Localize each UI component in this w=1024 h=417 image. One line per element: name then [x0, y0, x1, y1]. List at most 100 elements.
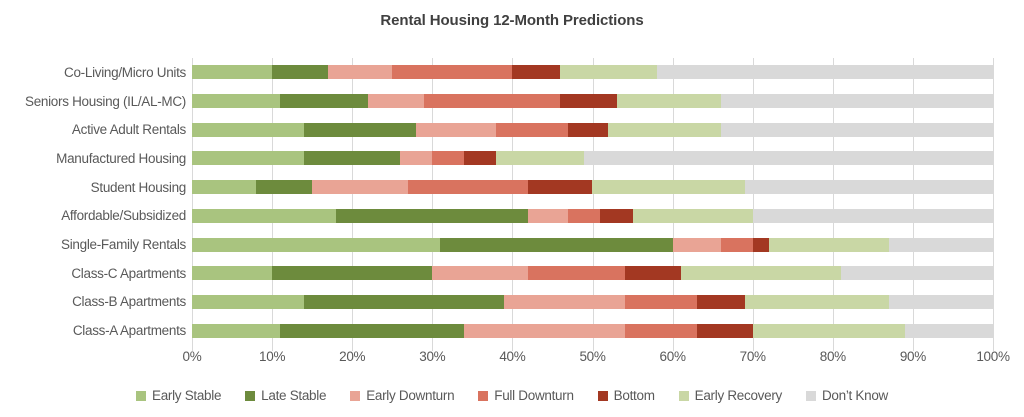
x-axis-label: 80%	[819, 349, 846, 364]
bar-segment	[584, 151, 993, 166]
bar-segment	[440, 237, 673, 252]
legend-item: Full Downturn	[478, 388, 574, 403]
legend-swatch-icon	[350, 390, 361, 401]
bar-segment	[312, 180, 409, 195]
legend-label: Early Recovery	[694, 388, 783, 403]
bar-segment	[752, 208, 993, 223]
bar-segment	[672, 237, 721, 252]
y-axis-label: Student Housing	[90, 179, 187, 195]
bar-segment	[416, 122, 497, 137]
stacked-bar	[192, 65, 993, 80]
x-axis-label: 50%	[579, 349, 606, 364]
bar-segment	[592, 180, 745, 195]
bar-segment	[752, 323, 905, 338]
bar-segment	[744, 180, 993, 195]
bar-segment	[192, 180, 257, 195]
bar-segment	[408, 180, 529, 195]
stacked-bar	[192, 94, 993, 109]
gridlines	[192, 58, 994, 351]
bar-segment	[744, 294, 889, 309]
bar-segment	[528, 266, 625, 281]
stacked-bar	[192, 237, 993, 252]
bar-segment	[888, 294, 993, 309]
bar-segment	[568, 122, 609, 137]
bar-row	[192, 202, 993, 231]
legend-label: Early Stable	[151, 388, 222, 403]
bar-segment	[624, 323, 697, 338]
bar-segment	[680, 266, 841, 281]
gridline	[592, 58, 594, 351]
gridline	[512, 58, 514, 351]
bar-segment	[192, 65, 273, 80]
bar-segment	[888, 237, 993, 252]
bar-row	[192, 87, 993, 116]
bar-segment	[656, 65, 993, 80]
bar-row	[192, 316, 993, 345]
x-axis-label: 0%	[182, 349, 202, 364]
bar-segment	[432, 266, 529, 281]
x-axis-labels: 0% 10% 20% 30% 40% 50% 60% 70% 80% 90% 100%	[0, 349, 1024, 365]
bar-segment	[304, 151, 401, 166]
gridline	[832, 58, 834, 351]
bar-segment	[272, 65, 329, 80]
bar-segment	[192, 294, 305, 309]
bar-segment	[256, 180, 313, 195]
bar-segment	[272, 266, 433, 281]
legend-item: Don’t Know	[805, 388, 888, 403]
bar-segment	[496, 122, 569, 137]
bar-segment	[336, 208, 529, 223]
bar-segment	[560, 94, 617, 109]
stacked-bar	[192, 180, 993, 195]
y-axis-label: Class-B Apartments	[72, 294, 186, 310]
bar-segment	[560, 65, 657, 80]
gridline	[192, 58, 193, 351]
bar-segment	[696, 323, 753, 338]
stacked-bar	[192, 208, 993, 223]
bar-segment	[768, 237, 889, 252]
y-axis-label: Active Adult Rentals	[71, 122, 186, 138]
bar-row	[192, 288, 993, 317]
legend-swatch-icon	[478, 390, 489, 401]
bar-segment	[464, 323, 625, 338]
stacked-bar	[192, 294, 993, 309]
bar-segment	[568, 208, 601, 223]
bar-segment	[192, 151, 305, 166]
y-axis-label: Class-A Apartments	[72, 323, 186, 339]
gridline	[912, 58, 914, 351]
legend: Early Stable Late Stable Early Downturn Ful…	[0, 388, 1024, 403]
bar-segment	[192, 208, 337, 223]
bar-segment	[368, 94, 425, 109]
bar-segment	[192, 94, 281, 109]
bar-segment	[624, 266, 681, 281]
y-axis-label: Class-C Apartments	[71, 265, 186, 281]
y-axis-label: Affordable/Subsidized	[61, 208, 186, 224]
bar-segment	[504, 294, 625, 309]
legend-label: Bottom	[613, 388, 655, 403]
legend-swatch-icon	[805, 390, 816, 401]
legend-swatch-icon	[245, 390, 256, 401]
y-axis-labels: Co-Living/Micro Units Seniors Housing (IL…	[0, 58, 186, 345]
bar-segment	[328, 65, 393, 80]
x-axis-label: 30%	[419, 349, 446, 364]
bar-segment	[400, 151, 433, 166]
legend-item: Early Recovery	[678, 388, 783, 403]
bar-segment	[424, 94, 561, 109]
y-axis-label: Manufactured Housing	[56, 150, 186, 166]
bar-segment	[616, 94, 721, 109]
legend-swatch-icon	[135, 390, 146, 401]
bar-segment	[528, 208, 569, 223]
bar-segment	[192, 323, 281, 338]
x-axis-label: 70%	[739, 349, 766, 364]
bar-segment	[392, 65, 513, 80]
legend-item: Early Stable	[135, 388, 222, 403]
bar-segment	[720, 237, 753, 252]
bar-segment	[512, 65, 561, 80]
gridline	[272, 58, 274, 351]
gridline	[672, 58, 674, 351]
y-axis-label: Co-Living/Micro Units	[64, 64, 186, 80]
bar-segment	[600, 208, 633, 223]
bar-row	[192, 58, 993, 87]
bar-segment	[432, 151, 465, 166]
bar-segment	[192, 266, 273, 281]
